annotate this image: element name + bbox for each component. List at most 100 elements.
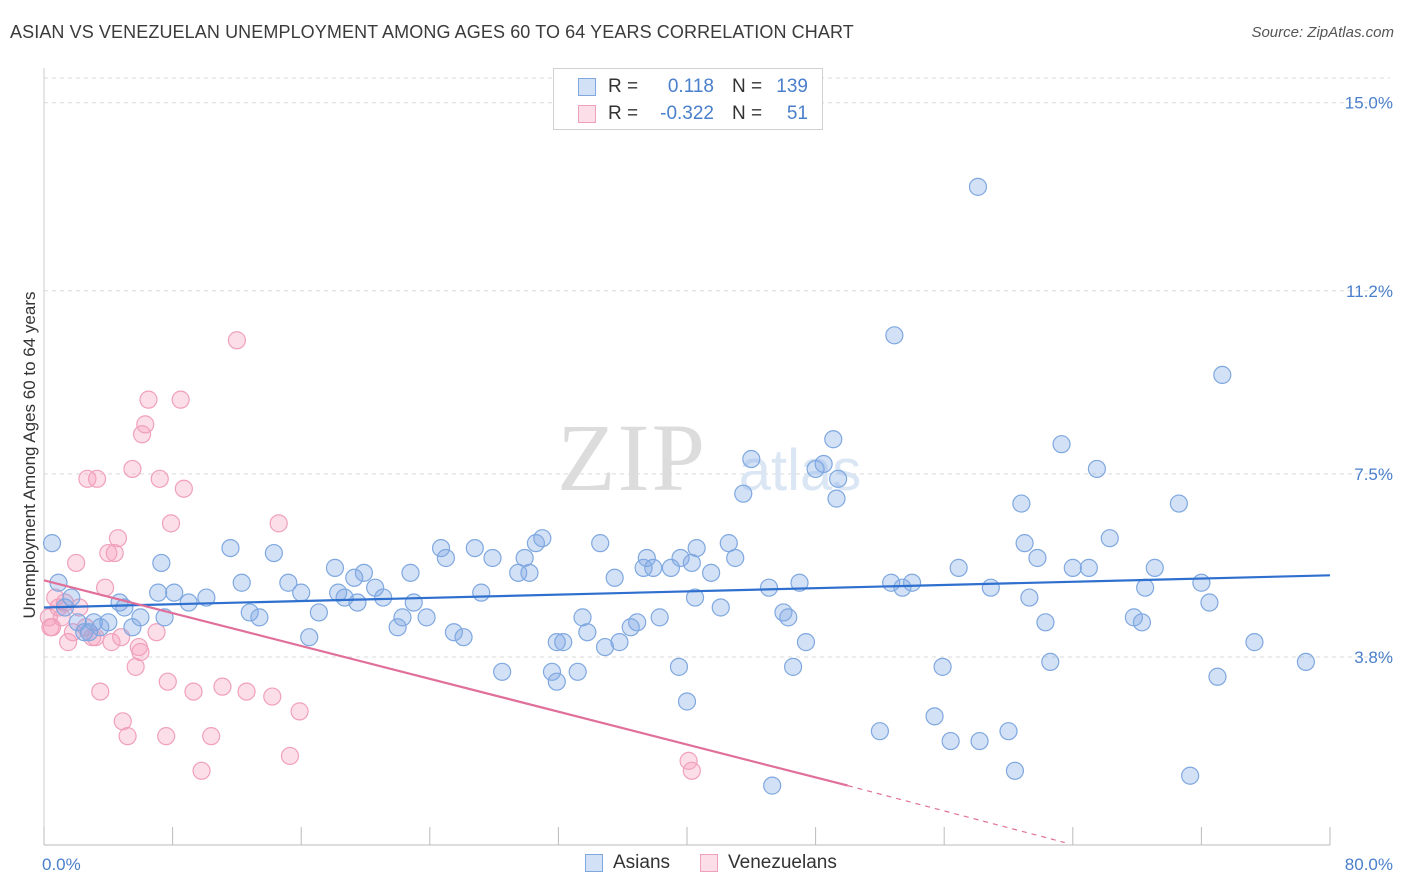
asian-point — [1005, 761, 1025, 780]
venezuelan-point — [213, 677, 232, 696]
asian-point — [796, 633, 816, 652]
venezuelan-point — [269, 514, 288, 533]
asian-point — [981, 578, 1000, 597]
asian-point — [232, 573, 251, 592]
asian-point — [610, 633, 629, 652]
legend-label-venezuelans: Venezuelans — [728, 852, 837, 873]
asian-point — [1245, 633, 1264, 652]
asian-point — [941, 731, 960, 751]
asian-point — [968, 177, 988, 196]
asian-point — [465, 538, 484, 558]
asian-point — [152, 553, 171, 573]
asian-point — [1036, 613, 1055, 632]
asians-swatch — [578, 78, 596, 96]
venezuelan-point — [147, 623, 166, 642]
venezuelan-point — [108, 529, 128, 548]
n-value: 51 — [786, 103, 808, 124]
asian-point — [1012, 494, 1031, 513]
asian-point — [759, 578, 779, 597]
asian-point — [325, 558, 345, 577]
asian-point — [444, 623, 464, 642]
venezuelan-point — [157, 727, 176, 746]
asian-point — [374, 588, 393, 607]
y-tick-label: 7.5% — [1354, 465, 1393, 484]
watermark-zip: ZIP — [557, 404, 707, 511]
asian-point — [702, 563, 721, 582]
asian-point — [533, 529, 552, 548]
asian-point — [1181, 766, 1200, 785]
asian-point — [1100, 529, 1119, 548]
legend-label-asians: Asians — [613, 852, 671, 873]
asian-point — [644, 558, 663, 577]
asian-point — [454, 628, 473, 647]
asian-point — [1041, 652, 1060, 672]
asian-point — [568, 662, 587, 681]
asian-point — [726, 548, 745, 568]
legend-item-asians[interactable]: Asians — [585, 852, 670, 874]
asian-point — [893, 578, 912, 597]
venezuelan-point — [131, 642, 150, 662]
venezuelan-point — [161, 514, 181, 533]
asians-legend-swatch — [585, 854, 603, 872]
asian-point — [677, 692, 697, 711]
asian-point — [1296, 652, 1315, 672]
asian-point — [902, 573, 922, 592]
asian-point — [250, 608, 269, 627]
asian-point — [197, 588, 216, 607]
asian-point — [404, 593, 423, 612]
asian-point — [417, 608, 436, 627]
asian-point — [933, 657, 952, 676]
asian-point — [345, 568, 364, 587]
asian-point — [131, 608, 150, 627]
asian-point — [1132, 613, 1152, 632]
asian-point — [354, 563, 373, 582]
asian-point — [483, 548, 502, 568]
venezuelan-point — [139, 390, 158, 409]
asian-point — [1169, 494, 1188, 513]
venezuelans-trend-extension — [847, 785, 1065, 844]
asians-points — [42, 177, 1315, 795]
venezuelan-point — [59, 633, 78, 652]
x-tick-label: 0.0% — [42, 855, 81, 874]
venezuelan-point — [118, 727, 137, 746]
asian-point — [742, 449, 761, 469]
asian-point — [149, 583, 168, 602]
venezuelan-point — [263, 687, 282, 706]
venezuelan-point — [158, 672, 177, 691]
asian-point — [436, 548, 455, 568]
legend-item-venezuelans[interactable]: Venezuelans — [700, 852, 837, 874]
r-value: -0.322 — [660, 103, 714, 124]
asian-point — [79, 623, 99, 642]
asian-point — [687, 538, 706, 558]
venezuelan-point — [150, 469, 169, 488]
y-tick-label: 3.8% — [1354, 648, 1393, 667]
asian-point — [179, 593, 198, 612]
asian-point — [99, 613, 118, 632]
asian-point — [591, 534, 610, 553]
asian-point — [165, 583, 184, 602]
asian-point — [1200, 593, 1219, 612]
asian-point — [870, 722, 890, 741]
asian-point — [62, 588, 81, 607]
tick-labels: 3.8% 7.5% 11.2% 15.0% 0.0% 80.0% — [42, 94, 1393, 874]
venezuelans-legend-swatch — [700, 854, 719, 872]
asian-point — [1136, 578, 1155, 597]
asian-point — [734, 484, 753, 503]
asian-point — [1063, 558, 1082, 577]
asian-point — [595, 637, 615, 657]
asian-point — [240, 603, 259, 622]
asian-point — [1213, 365, 1232, 385]
asian-point — [1087, 459, 1107, 479]
venezuelans-points — [39, 331, 701, 780]
venezuelan-point — [132, 425, 152, 444]
venezuelan-point — [136, 415, 155, 434]
asian-point — [661, 558, 681, 577]
asian-point — [578, 623, 597, 642]
asian-point — [634, 558, 653, 577]
x-tick-label: 80.0% — [1345, 855, 1393, 874]
asian-point — [763, 776, 782, 795]
asian-point — [401, 563, 420, 582]
stats-legend: R = 0.118 N = 139 R = -0.322 N = 51 — [553, 68, 823, 130]
asian-point — [829, 469, 848, 488]
trend-lines — [43, 574, 1331, 844]
